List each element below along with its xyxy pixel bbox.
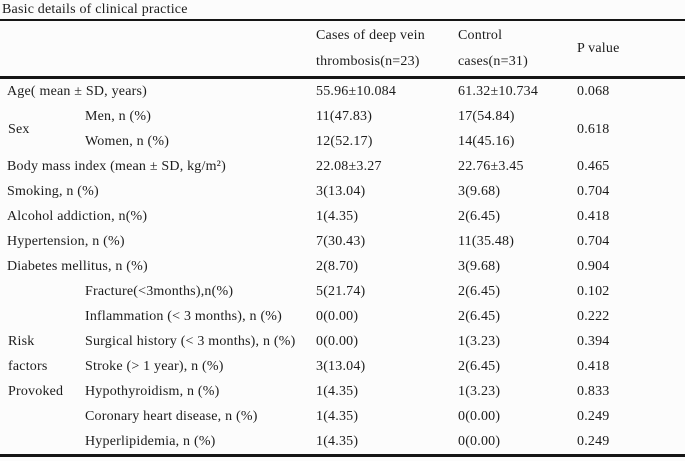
control-value: 3(9.68): [458, 184, 501, 199]
table-row-bmi: Body mass index (mean ± SD, kg/m²) 22.08…: [0, 154, 685, 179]
row-label: Hypothyroidism, n (%): [85, 384, 220, 399]
control-value: 17(54.84): [458, 109, 515, 124]
row-label: Alcohol addiction, n(%): [7, 209, 148, 224]
table-row-age: Age( mean ± SD, years) 55.96±10.084 61.3…: [0, 78, 685, 105]
table-title: Basic details of clinical practice: [0, 0, 685, 21]
row-label: Stroke (> 1 year), n (%): [85, 359, 224, 374]
row-label: Surgical history (< 3 months), n (%): [85, 334, 296, 349]
header-dvt-label: Cases of deep vein thrombosis(n=23): [316, 27, 425, 69]
table-row-inflammation: Inflammation (< 3 months), n (%) 0(0.00)…: [0, 304, 685, 329]
dvt-value: 12(52.17): [316, 134, 373, 149]
row-label: Inflammation (< 3 months), n (%): [85, 309, 283, 324]
header-row: Cases of deep vein thrombosis(n=23) Cont…: [0, 21, 685, 79]
group-label-risk-factors-provoked: Risk factors Provoked: [0, 279, 80, 456]
row-label: Age( mean ± SD, years): [7, 84, 147, 99]
table-row-sex-men: Sex Men, n (%) 11(47.83) 17(54.84) 0.618: [0, 104, 685, 137]
dvt-value: 1(4.35): [316, 409, 359, 424]
table-row-hyperlipidemia: Hyperlipidemia, n (%) 1(4.35) 0(0.00) 0.…: [0, 429, 685, 456]
dvt-value: 55.96±10.084: [316, 84, 397, 99]
control-value: 2(6.45): [458, 359, 501, 374]
p-value: 0.249: [577, 409, 610, 424]
p-value: 0.704: [577, 184, 610, 199]
row-label: Body mass index (mean ± SD, kg/m²): [7, 159, 226, 174]
p-value: 0.465: [577, 159, 610, 174]
dvt-value: 3(13.04): [316, 359, 366, 374]
row-label: Fracture(<3months),n(%): [85, 284, 234, 299]
table-row-diabetes: Diabetes mellitus, n (%) 2(8.70) 3(9.68)…: [0, 254, 685, 279]
row-label: Hypertension, n (%): [7, 234, 125, 249]
control-value: 2(6.45): [458, 209, 501, 224]
p-value: 0.418: [577, 209, 610, 224]
table-row-hypertension: Hypertension, n (%) 7(30.43) 11(35.48) 0…: [0, 229, 685, 254]
p-value: 0.068: [577, 84, 610, 99]
table-row-coronary-heart-disease: Coronary heart disease, n (%) 1(4.35) 0(…: [0, 404, 685, 429]
table-header: Cases of deep vein thrombosis(n=23) Cont…: [0, 21, 685, 79]
dvt-value: 0(0.00): [316, 309, 359, 324]
control-value: 1(3.23): [458, 334, 501, 349]
control-value: 2(6.45): [458, 309, 501, 324]
p-value: 0.904: [577, 259, 610, 274]
dvt-value: 5(21.74): [316, 284, 366, 299]
table-row-fracture: Risk factors Provoked Fracture(<3months)…: [0, 279, 685, 399]
header-control-cell: Control cases(n=31): [456, 21, 574, 79]
row-label: Diabetes mellitus, n (%): [7, 259, 148, 274]
clinical-details-table: Cases of deep vein thrombosis(n=23) Cont…: [0, 21, 685, 457]
p-value: 0.222: [577, 309, 610, 324]
row-label: Women, n (%): [85, 134, 170, 149]
p-value: 0.394: [577, 334, 610, 349]
control-value: 3(9.68): [458, 259, 501, 274]
control-value: 14(45.16): [458, 134, 515, 149]
control-value: 61.32±10.734: [458, 84, 539, 99]
control-value: 2(6.45): [458, 284, 501, 299]
header-empty-cell: [0, 21, 310, 79]
dvt-value: 22.08±3.27: [316, 159, 382, 174]
control-value: 0(0.00): [458, 409, 501, 424]
p-value: 0.102: [577, 284, 610, 299]
dvt-value: 1(4.35): [316, 384, 359, 399]
dvt-value: 7(30.43): [316, 234, 366, 249]
row-label: Men, n (%): [85, 109, 152, 124]
p-value: 0.833: [577, 384, 610, 399]
dvt-value: 1(4.35): [316, 209, 359, 224]
table-row-hypothyroidism: Hypothyroidism, n (%) 1(4.35) 1(3.23) 0.…: [0, 379, 685, 404]
control-value: 22.76±3.45: [458, 159, 524, 174]
row-label: Hyperlipidemia, n (%): [85, 434, 216, 449]
control-value: 11(35.48): [458, 234, 515, 249]
table-row-sex-women: Women, n (%) 12(52.17) 14(45.16): [0, 129, 685, 154]
control-value: 0(0.00): [458, 434, 501, 449]
p-value: 0.704: [577, 234, 610, 249]
dvt-value: 3(13.04): [316, 184, 366, 199]
table-body: Age( mean ± SD, years) 55.96±10.084 61.3…: [0, 78, 685, 456]
group-label-sex: Sex: [8, 121, 30, 137]
header-dvt-cell: Cases of deep vein thrombosis(n=23): [310, 21, 456, 79]
header-pvalue-cell: P value: [574, 21, 685, 79]
header-control-label: Control cases(n=31): [458, 27, 528, 69]
table-row-stroke: Stroke (> 1 year), n (%) 3(13.04) 2(6.45…: [0, 354, 685, 379]
dvt-value: 2(8.70): [316, 259, 359, 274]
table-row-smoking: Smoking, n (%) 3(13.04) 3(9.68) 0.704: [0, 179, 685, 204]
p-value: 0.618: [577, 121, 610, 137]
p-value: 0.249: [577, 434, 610, 449]
dvt-value: 11(47.83): [316, 109, 373, 124]
dvt-value: 0(0.00): [316, 334, 359, 349]
row-label: Smoking, n (%): [7, 184, 99, 199]
p-value: 0.418: [577, 359, 610, 374]
control-value: 1(3.23): [458, 384, 501, 399]
table-row-alcohol: Alcohol addiction, n(%) 1(4.35) 2(6.45) …: [0, 204, 685, 229]
row-label: Coronary heart disease, n (%): [85, 409, 258, 424]
dvt-value: 1(4.35): [316, 434, 359, 449]
group-label-text: Risk factors Provoked: [8, 334, 64, 399]
table-row-surgical-history: Surgical history (< 3 months), n (%) 0(0…: [0, 329, 685, 354]
